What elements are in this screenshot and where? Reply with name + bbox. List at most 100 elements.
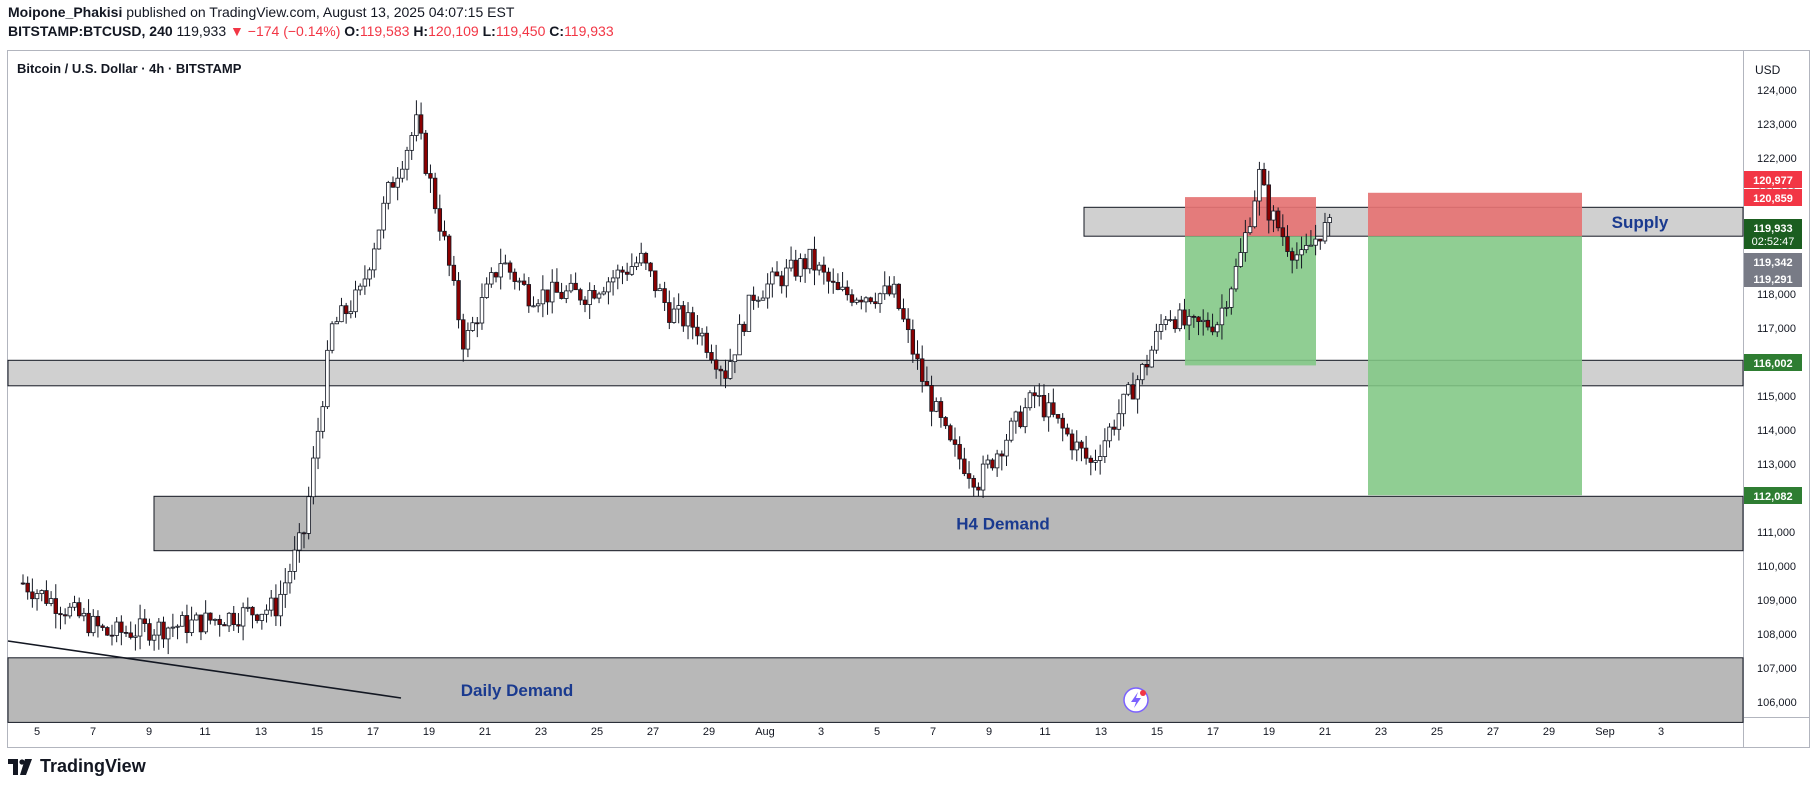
- tradingview-logo[interactable]: TradingView: [8, 756, 146, 777]
- x-tick-label: 7: [930, 726, 936, 738]
- candle: [999, 450, 1005, 471]
- low-value: 119,450: [495, 23, 546, 39]
- candle-body: [1294, 254, 1300, 261]
- candle-body: [357, 285, 363, 291]
- candle: [362, 265, 368, 295]
- candle: [161, 616, 166, 648]
- candle-body: [1088, 457, 1093, 463]
- y-tick-label: 123,000: [1757, 119, 1797, 131]
- candle-body: [835, 281, 841, 290]
- candle-body: [217, 618, 222, 625]
- candle-body: [1112, 426, 1117, 430]
- candle: [339, 297, 344, 323]
- candle: [1289, 247, 1295, 274]
- stop-loss-zone[interactable]: [1368, 192, 1582, 237]
- price-label-bg: [1744, 171, 1802, 188]
- candle: [53, 584, 58, 629]
- candle: [1294, 242, 1300, 269]
- price-label-bg: [1744, 219, 1802, 249]
- candle: [44, 580, 49, 606]
- candle: [1013, 410, 1019, 434]
- candle-body: [512, 271, 517, 282]
- trendline[interactable]: [7, 640, 402, 699]
- candle-body: [283, 582, 288, 595]
- candle: [662, 281, 667, 311]
- candle: [465, 322, 471, 358]
- candle: [676, 293, 681, 324]
- candle-body: [924, 381, 930, 386]
- candle-body: [442, 230, 447, 237]
- candle-body: [226, 612, 232, 627]
- x-tick-label: 27: [1487, 726, 1499, 738]
- candle-body: [1304, 245, 1309, 251]
- candle: [793, 249, 798, 281]
- candle-body: [742, 323, 747, 332]
- candle: [212, 618, 218, 626]
- candle: [816, 261, 822, 276]
- y-tick-label: 118,000: [1757, 289, 1796, 301]
- candle: [610, 270, 616, 296]
- candle: [503, 254, 508, 265]
- candle: [845, 280, 850, 301]
- candle: [58, 606, 63, 630]
- candle-body: [948, 425, 953, 441]
- candle: [798, 253, 803, 283]
- candle-body: [222, 624, 227, 627]
- candle: [386, 180, 391, 210]
- candle-body: [381, 202, 386, 231]
- candle-body: [648, 262, 653, 272]
- last-price: 119,933: [176, 23, 227, 39]
- price-label: 119,342: [1744, 253, 1802, 270]
- candle: [1177, 303, 1182, 332]
- candle-body: [175, 625, 180, 628]
- candle-body: [615, 269, 620, 279]
- candle: [62, 608, 68, 625]
- candle: [20, 574, 26, 585]
- candle: [283, 568, 288, 608]
- candle: [208, 612, 213, 625]
- candle-body: [896, 283, 901, 309]
- candle: [985, 454, 990, 469]
- candle: [971, 475, 976, 497]
- candle: [905, 308, 911, 343]
- candle: [372, 242, 377, 278]
- author-name[interactable]: Moipone_Phakisi: [8, 4, 123, 20]
- candle-body: [1196, 316, 1201, 322]
- candle: [105, 626, 110, 636]
- candle-body: [334, 321, 339, 325]
- candle: [343, 302, 349, 324]
- candle: [727, 348, 733, 380]
- candle: [943, 416, 948, 429]
- candle-body: [657, 288, 663, 292]
- candle-body: [545, 289, 550, 303]
- candle-body: [67, 606, 73, 617]
- candle: [1065, 423, 1070, 437]
- candle-body: [34, 593, 40, 600]
- lightning-icon[interactable]: [1123, 687, 1149, 713]
- candle: [273, 584, 279, 626]
- candle-body: [816, 264, 822, 271]
- currency-label[interactable]: USD: [1755, 63, 1781, 77]
- candle: [334, 316, 339, 325]
- take-profit-zone[interactable]: [1368, 236, 1582, 496]
- candle-body: [596, 293, 602, 299]
- candle: [695, 315, 700, 345]
- candle-body: [966, 473, 972, 479]
- candle: [891, 276, 897, 298]
- candle-body: [161, 621, 166, 640]
- candle-body: [1097, 456, 1103, 461]
- candle: [493, 271, 499, 283]
- high-value: 120,109: [428, 23, 479, 39]
- candle: [311, 446, 316, 505]
- candle: [756, 296, 761, 308]
- candle: [1018, 405, 1023, 429]
- chart-frame: [7, 50, 1810, 748]
- candle-body: [1116, 413, 1122, 430]
- candle-body: [980, 463, 986, 491]
- candle-body: [1130, 384, 1136, 400]
- candle-body: [1018, 411, 1023, 428]
- candle: [400, 160, 405, 183]
- candle: [34, 589, 40, 611]
- x-tick-label: Sep: [1595, 726, 1615, 738]
